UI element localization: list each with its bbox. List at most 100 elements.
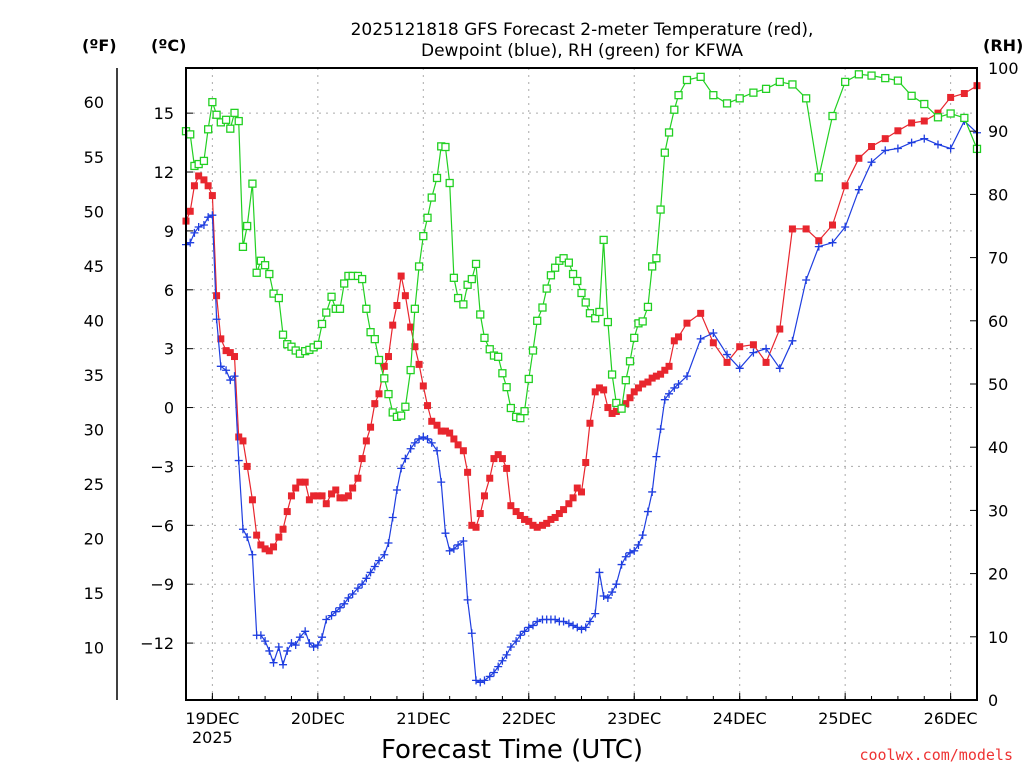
plot-frame — [185, 67, 978, 701]
dewpoint-point — [476, 678, 485, 687]
temperature-point — [512, 508, 520, 516]
temperature-point — [569, 494, 577, 502]
dewpoint-point — [626, 548, 635, 557]
dewpoint-point — [749, 348, 758, 357]
relative-humidity-point — [494, 352, 503, 361]
dewpoint-point — [788, 336, 797, 345]
fahrenheit-tick-label: 15 — [84, 584, 104, 603]
temperature-point — [841, 182, 849, 190]
dewpoint-point — [674, 380, 683, 388]
dewpoint-point — [208, 211, 217, 220]
relative-humidity-point — [546, 271, 556, 280]
temperature-point — [287, 492, 295, 500]
relative-humidity-point — [528, 346, 538, 355]
relative-humidity-point — [828, 111, 837, 121]
temperature-point — [868, 143, 876, 151]
temperature-point — [384, 353, 392, 361]
celsius-tick-label: 3 — [164, 340, 174, 359]
relative-humidity-point — [248, 179, 257, 188]
rh-tick-label: 60 — [988, 312, 1008, 331]
dewpoint-point — [638, 531, 647, 540]
relative-humidity-point — [445, 178, 454, 188]
gridlines — [186, 68, 977, 700]
dewpoint-point — [348, 590, 357, 599]
temperature-point — [328, 490, 336, 498]
dewpoint-point — [388, 513, 397, 522]
relative-humidity-point — [660, 148, 669, 157]
dewpoint-point — [375, 556, 384, 565]
dewpoint-point — [234, 456, 243, 465]
relative-humidity-point — [406, 365, 415, 375]
dewpoint-point — [199, 221, 208, 230]
dewpoint-point — [559, 617, 568, 626]
temperature-point — [608, 409, 616, 417]
rh-tick-label: 20 — [988, 565, 1008, 584]
temperature-point — [270, 543, 278, 551]
celsius-tick-label: −3 — [150, 457, 174, 476]
dewpoint-point — [358, 580, 367, 589]
relative-humidity-point — [595, 307, 604, 317]
relative-humidity-point — [256, 256, 266, 265]
dewpoint-point — [564, 619, 573, 628]
relative-humidity-point — [867, 71, 876, 80]
temperature-point — [476, 510, 484, 518]
relative-humidity-point — [362, 304, 371, 313]
relative-humidity-point — [427, 193, 436, 202]
dewpoint-point — [437, 478, 446, 487]
temperature-point — [521, 515, 529, 523]
relative-humidity-point — [441, 142, 450, 152]
dewpoint-point — [463, 595, 472, 604]
dewpoint-point — [814, 242, 823, 251]
relative-humidity-point — [585, 309, 595, 318]
rh-tick-label: 0 — [988, 691, 998, 710]
x-tick-label: 20DEC — [291, 709, 345, 728]
dewpoint-point — [406, 444, 415, 453]
temperature-point — [736, 343, 744, 351]
temperature-point — [393, 301, 401, 309]
temperature-point — [516, 512, 524, 520]
dewpoint-point — [920, 134, 929, 143]
temperature-point — [648, 374, 656, 382]
temperature-point — [279, 525, 287, 533]
dewpoint-point — [392, 485, 401, 494]
relative-humidity-point — [327, 292, 336, 301]
dewpoint-point — [665, 389, 674, 398]
dewpoint-point — [248, 550, 257, 559]
celsius-tick-label: −12 — [140, 634, 174, 653]
relative-humidity-point — [625, 357, 635, 366]
temperature-point — [547, 515, 555, 523]
dewpoint-point — [775, 364, 784, 373]
rh-tick-label: 10 — [988, 628, 1008, 647]
temperature-point — [190, 182, 198, 190]
dewpoint-point — [528, 621, 537, 630]
dewpoint-point — [506, 643, 515, 652]
dewpoint-point — [295, 633, 304, 642]
temperature-point — [362, 437, 370, 445]
relative-humidity-point — [841, 77, 850, 87]
dewpoint-point — [643, 507, 652, 516]
dewpoint-point — [216, 362, 225, 371]
dewpoint-point — [243, 533, 252, 542]
temperature-point — [894, 127, 902, 135]
relative-humidity-point — [617, 404, 626, 413]
temperature-point — [389, 321, 397, 329]
temperature-point — [947, 93, 955, 101]
relative-humidity-point — [357, 274, 367, 284]
dewpoint-point — [287, 639, 296, 648]
relative-humidity-point — [374, 355, 384, 365]
chart-title-line-2: Dewpoint (blue), RH (green) for KFWA — [421, 41, 743, 61]
relative-humidity-point — [230, 108, 239, 118]
temperature-point — [630, 388, 638, 396]
relative-humidity-point — [274, 293, 283, 303]
dewpoint-point — [467, 629, 476, 638]
temperature-point — [591, 388, 599, 396]
relative-humidity-point — [498, 369, 507, 378]
temperature-point — [437, 427, 445, 435]
relative-humidity-point — [340, 279, 349, 288]
temperature-point — [275, 533, 283, 541]
temperature-point — [776, 325, 784, 333]
temperature-point — [222, 347, 230, 355]
relative-humidity-point — [648, 262, 657, 271]
temperature-point — [586, 419, 594, 427]
temperature-point — [261, 545, 269, 553]
